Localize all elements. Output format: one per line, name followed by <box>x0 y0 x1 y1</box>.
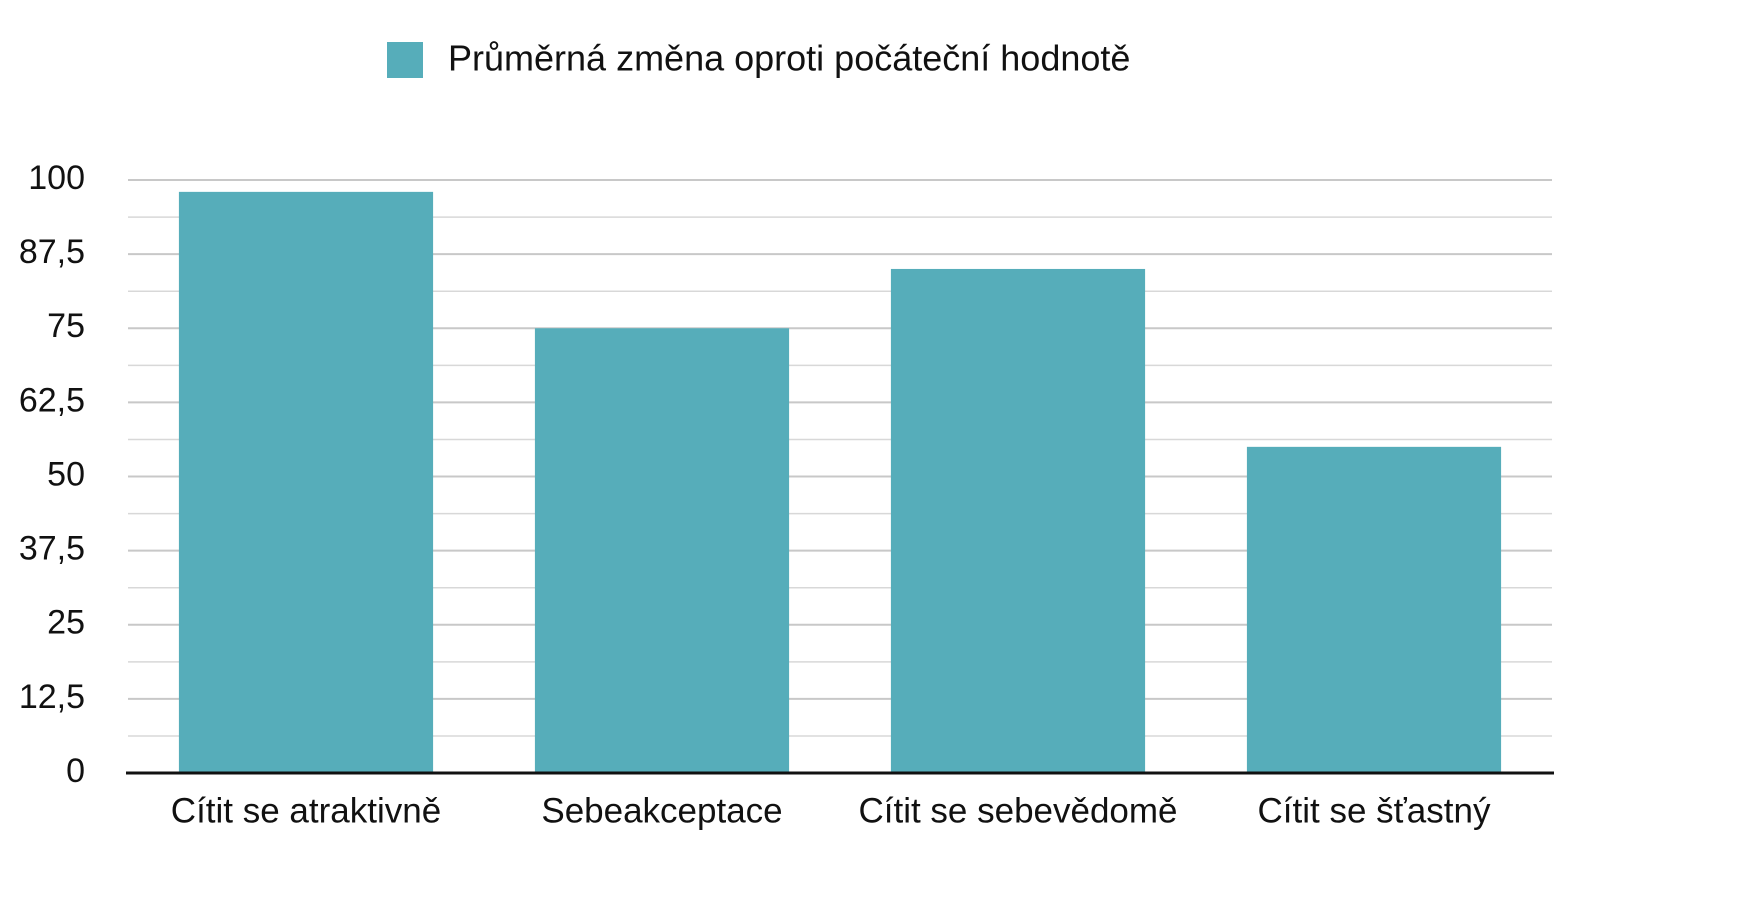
y-tick-label: 100 <box>28 159 85 197</box>
y-tick-label: 0 <box>66 752 85 790</box>
bar <box>534 328 790 773</box>
legend-swatch <box>387 42 423 78</box>
y-tick-label: 50 <box>47 455 85 493</box>
y-tick-label: 12,5 <box>19 678 85 716</box>
y-tick-label: 37,5 <box>19 530 85 568</box>
bar <box>178 191 434 774</box>
legend-label: Průměrná změna oproti počáteční hodnotě <box>448 38 1130 79</box>
bar <box>890 268 1146 773</box>
y-tick-label: 75 <box>47 307 85 345</box>
x-tick-label: Sebeakceptace <box>541 791 782 830</box>
y-tick-label: 62,5 <box>19 381 85 419</box>
y-tick-label: 25 <box>47 604 85 642</box>
x-tick-label: Cítit se atraktivně <box>171 791 441 830</box>
y-tick-label: 87,5 <box>19 233 85 271</box>
x-tick-label: Cítit se sebevědomě <box>858 791 1177 830</box>
bar <box>1246 446 1502 773</box>
x-tick-label: Cítit se šťastný <box>1258 791 1491 830</box>
